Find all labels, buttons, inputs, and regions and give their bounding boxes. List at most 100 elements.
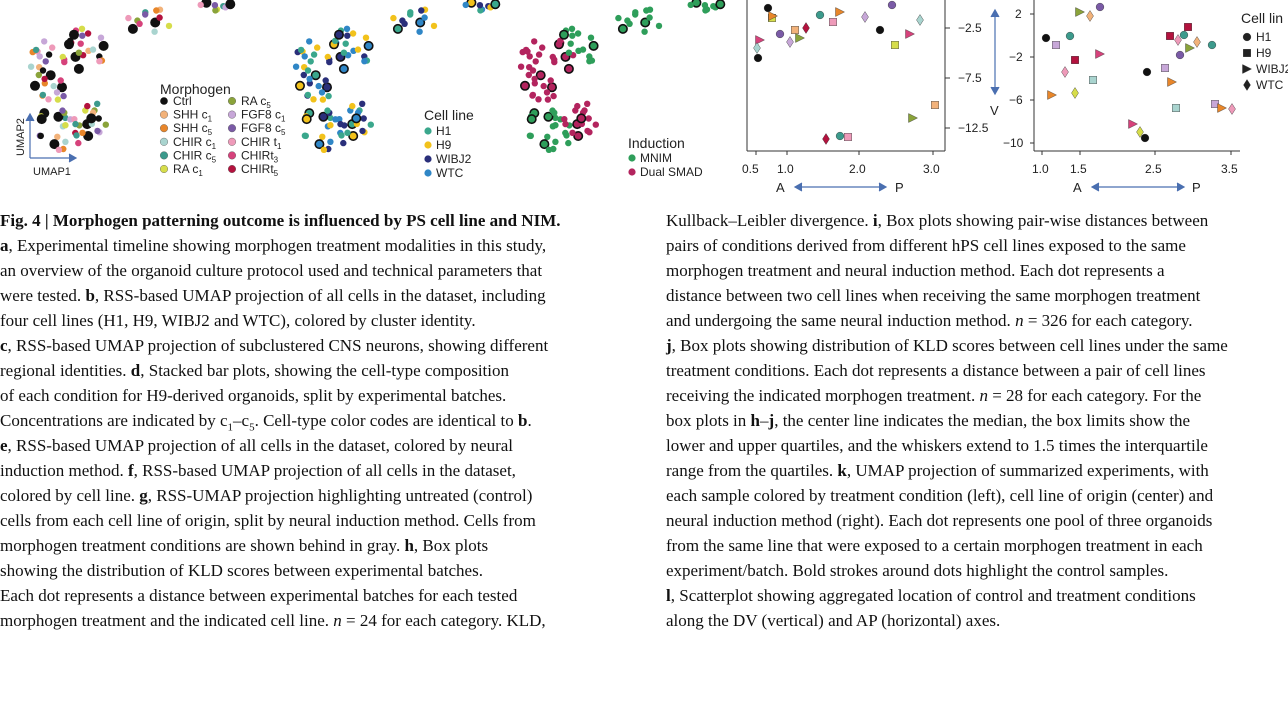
caption-line: range from the quartiles. k, UMAP projec… (666, 458, 1288, 483)
caption-text: , Scatterplot showing aggregated locatio… (670, 586, 1196, 605)
caption-text: . (527, 411, 532, 430)
umap-dot (552, 138, 559, 145)
shape-legend-label: WIBJ2 (1256, 62, 1288, 76)
scatter-point (1243, 79, 1251, 91)
umap-dot (319, 96, 327, 103)
caption-line: box plots in h–j, the center line indica… (666, 408, 1288, 433)
scatter-point (1041, 33, 1051, 43)
caption-text: n (1015, 311, 1024, 330)
scatter-left-xtick-3: 3.0 (923, 162, 940, 176)
induction-legend-title: Induction (628, 135, 685, 151)
scatter-right-ytick-0: 2 (1015, 7, 1022, 21)
umap-dot (319, 133, 326, 140)
umap-dot (519, 80, 530, 91)
legend-swatch (227, 164, 236, 173)
umap-dot (53, 111, 64, 122)
scatter-point (802, 22, 810, 34)
umap-dot (53, 89, 61, 96)
scatter-point (822, 133, 830, 145)
legend-swatch (424, 141, 432, 149)
umap-dot (615, 14, 622, 22)
umap-dot (569, 32, 576, 39)
umap-dot (97, 34, 105, 41)
umap-dot (421, 14, 428, 21)
umap-dot (702, 7, 709, 14)
umap-dot (367, 121, 374, 128)
legend-swatch (424, 169, 432, 177)
caption-text: n (979, 386, 988, 405)
umap-dot (340, 49, 348, 56)
caption-text: d (130, 361, 141, 380)
umap-dot (96, 58, 103, 65)
scatter-point (835, 131, 845, 141)
umap-dot (324, 53, 331, 61)
umap-dot (77, 40, 84, 47)
morphogen-legend-label: FGF8 c1 (241, 108, 286, 124)
umap-dot (98, 40, 109, 51)
scatter-point (887, 0, 897, 10)
scatter-point (1184, 23, 1192, 31)
umap-dot (640, 17, 651, 28)
umap-dot (543, 111, 554, 122)
umap-dot (586, 58, 593, 65)
umap-dot (327, 138, 334, 145)
caption-text: , RSS-UMAP projection highlighting untre… (147, 486, 533, 505)
umap-dot (574, 102, 581, 110)
scatter-point (1095, 49, 1105, 59)
caption-text: j (666, 336, 672, 355)
umap-dot (225, 0, 236, 10)
umap-dot (626, 20, 633, 27)
umap-dot (344, 129, 351, 136)
scatter-point (1061, 66, 1069, 78)
umap-dot (67, 37, 74, 44)
caption-text: regional identities. (0, 361, 131, 380)
scatter-right-xtick-0: 1.0 (1032, 162, 1049, 176)
umap-cellline-dots (292, 0, 501, 153)
scatter-point (905, 29, 915, 39)
legend-swatch (424, 127, 432, 135)
caption-line: induction method. f, RSS-based UMAP proj… (0, 458, 640, 483)
scatter-left-points (753, 0, 939, 145)
umap-dot (362, 34, 370, 41)
umap-dot (142, 11, 149, 18)
caption-line: neural induction method (right). Each do… (666, 508, 1288, 533)
umap-dot (212, 7, 219, 14)
caption-text: Fig. 4 | Morphogen patterning outcome is… (0, 211, 561, 230)
umap-dot (294, 80, 305, 91)
umap-dot (360, 115, 367, 122)
scatter-point (1047, 90, 1057, 100)
legend-swatch (227, 110, 236, 119)
umap-dot (324, 107, 331, 114)
scatter-right-axes (1030, 0, 1240, 155)
caption-line: regional identities. d, Stacked bar plot… (0, 358, 640, 383)
umap-dot (565, 139, 572, 147)
umap-dot (561, 116, 568, 123)
caption-text: = 28 for each category. For the (987, 386, 1202, 405)
umap-dot (165, 22, 173, 30)
caption-text: l (666, 586, 671, 605)
umap-dot (89, 46, 97, 53)
morphogen-legend-label: SHH c5 (173, 121, 213, 137)
umap-dot (655, 22, 663, 30)
caption-text: k (837, 461, 847, 480)
umap-dot (79, 32, 86, 39)
morphogen-legend-label: RA c5 (241, 94, 271, 110)
umap-dot (592, 121, 599, 128)
caption-text: = 326 for each category. (1023, 311, 1193, 330)
umap-dot (41, 38, 48, 45)
umap-dot (314, 139, 325, 150)
legend-swatch (159, 137, 168, 146)
umap-dot (45, 96, 52, 103)
umap-dot (340, 139, 347, 147)
scatter-point (768, 11, 778, 21)
caption-line: showing the distribution of KLD scores b… (0, 558, 640, 583)
umap-dot (75, 139, 82, 147)
scatter-point (835, 7, 845, 17)
legend-swatch (227, 124, 236, 133)
caption-line: distance between two cell lines when rec… (666, 283, 1288, 308)
scatter-point (755, 35, 765, 45)
umap-dot (95, 115, 102, 122)
umap-dot (643, 7, 650, 14)
